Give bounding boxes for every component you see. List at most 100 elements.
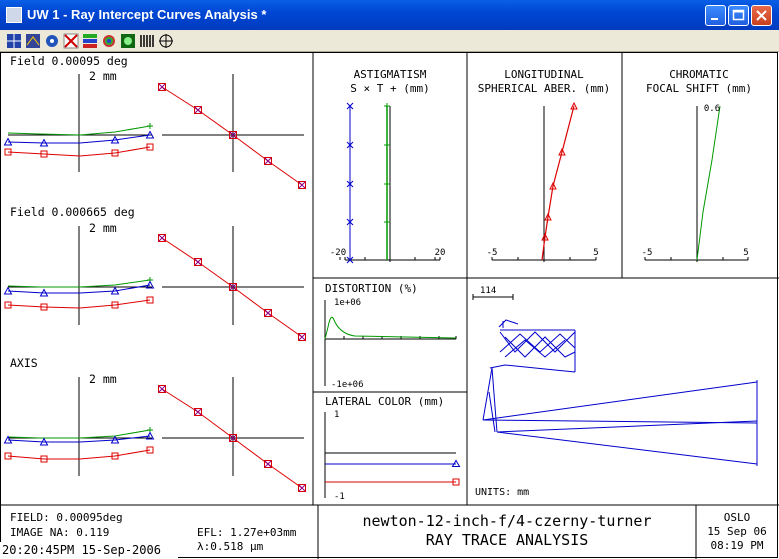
- tangential-marker: [298, 484, 306, 492]
- tangential-marker: [194, 258, 202, 266]
- timestamp-background: [0, 542, 178, 559]
- ray-fan-label: Field 0.000665 deg: [10, 205, 135, 219]
- spot-icon[interactable]: [44, 33, 60, 49]
- ray-fan-field-1: Field 0.00095 deg 2 mm: [4, 54, 306, 189]
- ray-fan-scale: 2 mm: [89, 69, 117, 83]
- y-max-label: 1: [334, 410, 339, 420]
- lens-layout-drawing: 114 UNITS: mm: [472, 286, 758, 498]
- program-name: OSLO: [724, 511, 751, 524]
- ray-fan-axis: AXIS 2 mm: [4, 356, 306, 492]
- tangential-marker: [158, 83, 166, 91]
- spherical-markers: [541, 101, 578, 241]
- plot-subtitle: S × T + (mm): [350, 82, 429, 95]
- series-red: [7, 299, 151, 309]
- wave-icon[interactable]: [120, 33, 136, 49]
- series-green: [7, 429, 151, 439]
- x-max-label: 20: [435, 248, 446, 258]
- x-min-label: -5: [487, 248, 498, 258]
- series-blue: [7, 435, 151, 443]
- footer-date: 15 Sep 06: [707, 525, 767, 538]
- overlay-timestamp: 20:20:45PM 15-Sep-2006: [2, 543, 161, 557]
- series-red: [7, 449, 151, 460]
- layout-units: UNITS: mm: [475, 487, 529, 498]
- plot-title: LONGITUDINAL: [504, 68, 584, 81]
- tangential-marker: [298, 181, 306, 189]
- ray-x-icon[interactable]: [63, 33, 79, 49]
- layout-scale-label: 114: [480, 286, 496, 296]
- series-blue: [7, 134, 151, 144]
- y-top-label: 0.6: [704, 104, 720, 114]
- plot-title: LATERAL COLOR (mm): [325, 395, 444, 408]
- tangential-markers: [384, 103, 390, 225]
- series-green: [7, 125, 151, 136]
- series-red: [7, 146, 151, 157]
- blue-marker: [451, 459, 461, 467]
- footer-field: FIELD: 0.00095deg: [10, 511, 123, 524]
- fan-icon[interactable]: [25, 33, 41, 49]
- x-min-label: -5: [642, 248, 653, 258]
- maximize-icon[interactable]: [728, 5, 749, 26]
- window-title: UW 1 - Ray Intercept Curves Analysis *: [27, 7, 267, 22]
- footer-ref-wavelength: λ:0.518 μm: [197, 540, 264, 553]
- y-min-label: -1e+06: [331, 380, 364, 390]
- chromatic-focal-shift-plot: CHROMATIC FOCAL SHIFT (mm) 0.6 -5 5: [642, 68, 752, 262]
- x-max-label: 5: [743, 248, 748, 258]
- tangential-marker: [158, 385, 166, 393]
- toolbar: [0, 30, 779, 52]
- astigmatism-plot: ASTIGMATISM S × T + (mm) -20 20: [330, 68, 446, 264]
- layout-scale-bar: [472, 294, 514, 300]
- series-spherical: [541, 105, 575, 261]
- y-min-label: -1: [334, 492, 345, 502]
- tangential-marker: [194, 106, 202, 114]
- plot-subtitle: FOCAL SHIFT (mm): [646, 82, 752, 95]
- x-max-label: 5: [593, 248, 598, 258]
- green-marker: [147, 123, 153, 129]
- close-icon[interactable]: [751, 5, 772, 26]
- target-icon[interactable]: [158, 33, 174, 49]
- tangential-marker: [264, 309, 272, 317]
- distortion-plot: DISTORTION (%) 1e+06 -1e+06: [324, 282, 457, 390]
- app-icon: [6, 7, 22, 23]
- x-ticks: [644, 257, 749, 260]
- ray-fan-scale: 2 mm: [89, 221, 117, 235]
- ray-trace-analysis-plot: Field 0.00095 deg 2 mm Field 0.000665 de…: [0, 52, 779, 559]
- spherical-aberration-plot: LONGITUDINAL SPHERICAL ABER. (mm) -5 5: [478, 68, 610, 262]
- plot-grid-icon[interactable]: [6, 33, 22, 49]
- footer: FIELD: 0.00095deg IMAGE NA: 0.119 WAVELG…: [10, 511, 767, 553]
- plot-subtitle: SPHERICAL ABER. (mm): [478, 82, 610, 95]
- ray-fan-field-2: Field 0.000665 deg 2 mm: [4, 205, 306, 341]
- barcode-icon[interactable]: [139, 33, 155, 49]
- footer-efl: EFL: 1.27e+03mm: [197, 526, 297, 539]
- plot-title: CHROMATIC: [669, 68, 729, 81]
- series-distortion: [324, 316, 457, 340]
- plot-title: ASTIGMATISM: [354, 68, 427, 81]
- ray-fan-scale: 2 mm: [89, 372, 117, 386]
- red-marker: [452, 478, 460, 486]
- ray-fan-label: AXIS: [10, 356, 38, 370]
- sagittal-markers: [346, 102, 354, 264]
- tangential-marker: [194, 408, 202, 416]
- minimize-icon[interactable]: [705, 5, 726, 26]
- tangential-marker: [264, 157, 272, 165]
- series-blue: [7, 284, 151, 294]
- plot-title: DISTORTION (%): [325, 282, 418, 295]
- ray-fan-label: Field 0.00095 deg: [10, 54, 128, 68]
- series-chromatic: [696, 105, 721, 261]
- plot-frame: [0, 52, 778, 558]
- x-min-label: -20: [330, 248, 346, 258]
- footer-image-na: IMAGE NA: 0.119: [10, 526, 109, 539]
- lens-name: newton-12-inch-f/4-czerny-turner: [363, 512, 652, 530]
- tangential-marker: [158, 234, 166, 242]
- analysis-name: RAY TRACE ANALYSIS: [426, 531, 589, 549]
- field-icon[interactable]: [82, 33, 98, 49]
- title-bar: UW 1 - Ray Intercept Curves Analysis *: [0, 0, 779, 30]
- x-ticks: [339, 257, 441, 260]
- tangential-marker: [298, 333, 306, 341]
- series-green: [7, 279, 151, 288]
- ray-paths: [482, 319, 758, 466]
- x-ticks: [491, 257, 597, 260]
- footer-time: 08:19 PM: [711, 539, 764, 552]
- y-max-label: 1e+06: [334, 298, 361, 308]
- concentric-icon[interactable]: [101, 33, 117, 49]
- lateral-color-plot: LATERAL COLOR (mm) 1 -1: [324, 395, 461, 502]
